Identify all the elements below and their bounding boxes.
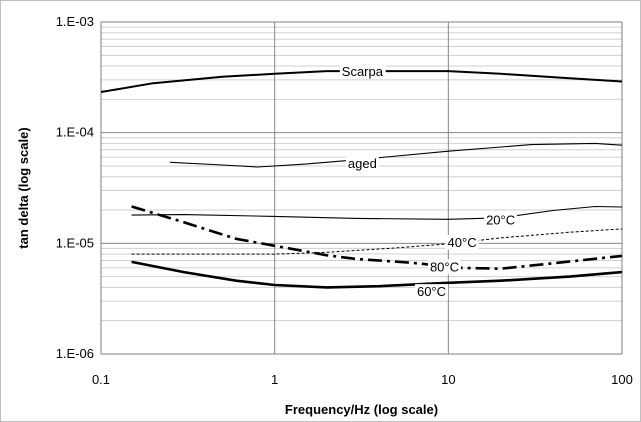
series-label-background: [414, 284, 449, 300]
series-label-aged: aged: [348, 156, 377, 171]
series-line-60c: [131, 260, 623, 289]
series-scarpa: Scarpa: [100, 64, 623, 93]
series-60c: 60°C: [131, 260, 623, 300]
plot-area-frame: [100, 21, 623, 355]
series-label-scarpa: Scarpa: [342, 64, 384, 79]
x-tick-label: 100: [611, 372, 633, 387]
series-label-40c: 40°C: [448, 235, 477, 250]
series-40c: 40°C: [131, 228, 623, 255]
series-label-20c: 20°C: [486, 212, 515, 227]
x-tick-label: 10: [441, 372, 455, 387]
series-80c: 80°C: [131, 205, 623, 275]
x-tick-label: 1: [271, 372, 278, 387]
series-aged: aged: [170, 142, 623, 172]
series-layer: Scarpa aged 20°C 40°C 80°C 60°C: [100, 64, 623, 300]
series-line-80c: [131, 205, 623, 270]
series-20c: 20°C: [131, 205, 623, 228]
y-tick-label: 1.E-04: [56, 125, 94, 140]
y-axis-title: tan delta (log scale): [16, 127, 31, 248]
y-tick-label: 1.E-06: [56, 346, 94, 361]
y-tick-label: 1.E-03: [56, 14, 94, 29]
x-axis-title: Frequency/Hz (log scale): [285, 402, 438, 417]
series-label-80c: 80°C: [430, 259, 459, 274]
series-line-aged: [170, 142, 623, 168]
series-label-60c: 60°C: [417, 284, 446, 299]
series-label-background: [345, 156, 379, 172]
series-label-background: [427, 259, 461, 275]
series-line-20c: [131, 205, 623, 220]
series-label-background: [484, 212, 518, 228]
series-line-40c: [131, 228, 623, 255]
series-label-background: [339, 64, 386, 80]
y-tick-labels: 1.E-06 1.E-05 1.E-04 1.E-03: [56, 14, 94, 361]
x-tick-label: 0.1: [92, 372, 110, 387]
y-tick-label: 1.E-05: [56, 235, 94, 250]
x-tick-labels: 0.1 1 10 100: [92, 372, 633, 387]
series-label-background: [445, 234, 479, 250]
